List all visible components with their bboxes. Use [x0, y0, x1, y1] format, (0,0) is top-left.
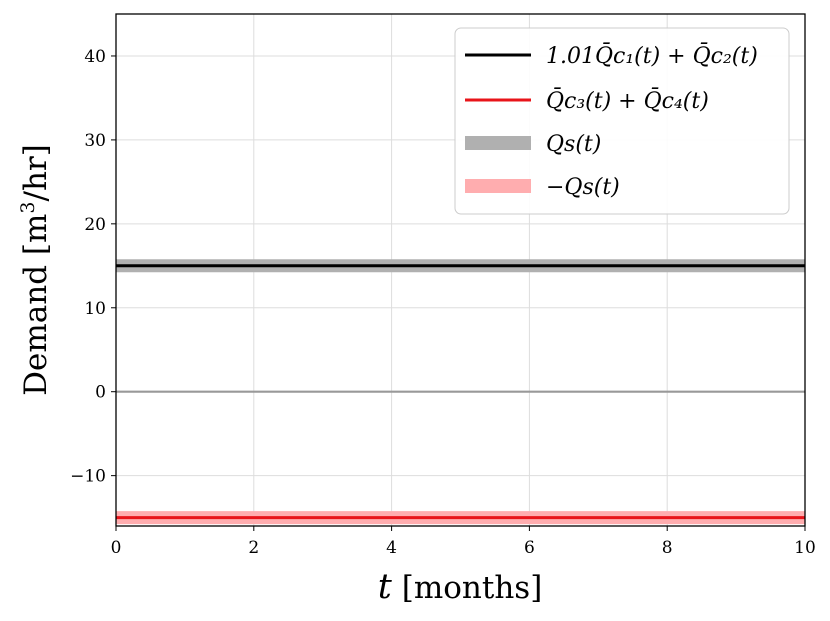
x-tick-label-4: 8 [662, 538, 673, 558]
x-tick-label-1: 2 [248, 538, 259, 558]
x-axis-label-unit: [months] [402, 570, 543, 606]
legend-label-0: 1.01Q̄c₁(t) + Q̄c₂(t) [546, 42, 758, 69]
legend: 1.01Q̄c₁(t) + Q̄c₂(t) Q̄c₃(t) + Q̄c₄(t) Qs… [454, 27, 790, 215]
y-tick-label-4: 30 [84, 131, 106, 151]
y-tick-label-5: 40 [84, 47, 106, 67]
x-axis-label: t [months] [378, 567, 543, 607]
series-group [116, 259, 805, 525]
y-axis-label-sup: 3 [17, 202, 39, 214]
x-axis-label-var: t [378, 567, 393, 607]
legend-label-1: Q̄c₃(t) + Q̄c₄(t) [546, 87, 709, 114]
legend-box [454, 27, 790, 215]
y-tick-label-2: 10 [84, 299, 106, 319]
y-axis-label-tail: /hr] [18, 144, 54, 201]
x-tick-label-2: 4 [386, 538, 397, 558]
x-tick-label-5: 10 [794, 538, 816, 558]
x-tick-label-0: 0 [111, 538, 122, 558]
ticks-group: 0 2 4 6 8 10 −10 0 10 20 30 40 [70, 47, 816, 558]
y-tick-label-3: 20 [84, 215, 106, 235]
plot-frame [115, 13, 806, 527]
legend-label-2: Qs(t) [546, 132, 601, 157]
legend-label-3: −Qs(t) [546, 175, 620, 200]
y-tick-label-1: 0 [95, 383, 106, 403]
x-tick-label-3: 6 [524, 538, 535, 558]
y-tick-label-0: −10 [70, 467, 106, 487]
y-axis-label: Demand [m3/hr] [17, 144, 54, 396]
y-axis-label-main: Demand [m [18, 214, 54, 396]
